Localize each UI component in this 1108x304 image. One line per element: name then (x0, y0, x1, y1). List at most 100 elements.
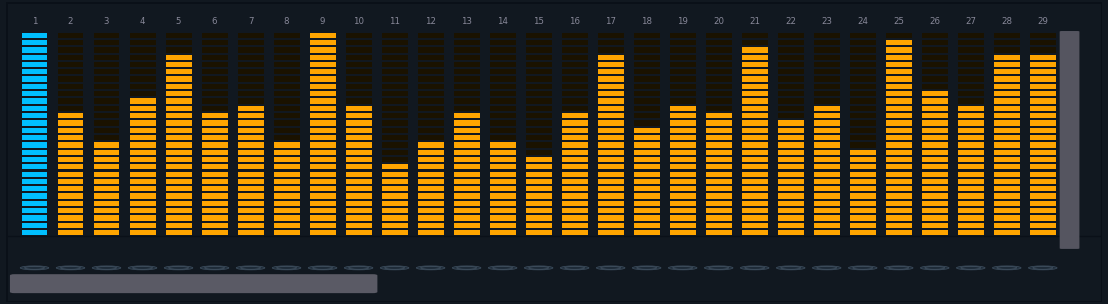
Bar (309, 98, 336, 104)
Bar (634, 208, 659, 213)
Ellipse shape (561, 266, 589, 270)
Bar (669, 171, 696, 177)
Bar (634, 106, 659, 111)
Bar (741, 150, 768, 155)
Bar (957, 62, 984, 67)
Bar (93, 223, 120, 228)
Bar (418, 142, 443, 147)
Bar (525, 193, 552, 199)
Bar (813, 150, 840, 155)
Text: 20: 20 (714, 17, 725, 26)
Bar (850, 193, 875, 199)
Bar (813, 84, 840, 89)
Bar (957, 47, 984, 53)
Bar (237, 171, 264, 177)
Bar (706, 54, 731, 60)
Bar (346, 179, 371, 184)
Bar (741, 77, 768, 82)
Bar (994, 84, 1019, 89)
Bar (381, 54, 408, 60)
Bar (1029, 33, 1056, 38)
Bar (93, 201, 120, 206)
Bar (130, 98, 155, 104)
Bar (202, 171, 227, 177)
Bar (669, 201, 696, 206)
Bar (58, 230, 83, 235)
Bar (562, 33, 587, 38)
Bar (21, 120, 48, 126)
Bar (669, 179, 696, 184)
Bar (490, 223, 515, 228)
Text: 9: 9 (320, 17, 326, 26)
Bar (490, 47, 515, 53)
Bar (202, 69, 227, 74)
Bar (741, 47, 768, 53)
Bar (885, 215, 912, 221)
Bar (58, 179, 83, 184)
Bar (850, 208, 875, 213)
Bar (418, 91, 443, 96)
Bar (885, 179, 912, 184)
Bar (237, 193, 264, 199)
Bar (922, 62, 947, 67)
Bar (274, 62, 299, 67)
Bar (274, 69, 299, 74)
Bar (309, 54, 336, 60)
Bar (562, 171, 587, 177)
Bar (490, 215, 515, 221)
Bar (21, 54, 48, 60)
Bar (813, 201, 840, 206)
Bar (778, 208, 803, 213)
Bar (165, 186, 192, 192)
Bar (525, 230, 552, 235)
Text: 26: 26 (930, 17, 941, 26)
Bar (93, 193, 120, 199)
Bar (490, 120, 515, 126)
Bar (274, 171, 299, 177)
Bar (597, 77, 624, 82)
Bar (237, 157, 264, 162)
Bar (21, 47, 48, 53)
Bar (850, 223, 875, 228)
Bar (706, 77, 731, 82)
Bar (850, 84, 875, 89)
Bar (562, 128, 587, 133)
Text: 16: 16 (570, 17, 581, 26)
Bar (922, 179, 947, 184)
Bar (274, 106, 299, 111)
Bar (525, 33, 552, 38)
Bar (21, 106, 48, 111)
Bar (525, 47, 552, 53)
Bar (93, 120, 120, 126)
Bar (274, 40, 299, 45)
Bar (346, 201, 371, 206)
Bar (994, 157, 1019, 162)
Bar (922, 91, 947, 96)
Bar (93, 179, 120, 184)
Ellipse shape (273, 266, 301, 270)
Ellipse shape (705, 266, 733, 270)
Bar (634, 113, 659, 118)
Bar (490, 54, 515, 60)
Bar (202, 33, 227, 38)
Bar (202, 208, 227, 213)
Bar (381, 84, 408, 89)
Bar (957, 54, 984, 60)
Bar (850, 230, 875, 235)
Bar (597, 142, 624, 147)
Bar (669, 91, 696, 96)
Bar (706, 215, 731, 221)
Bar (58, 106, 83, 111)
Bar (346, 106, 371, 111)
Bar (525, 150, 552, 155)
Bar (957, 193, 984, 199)
Bar (922, 201, 947, 206)
Text: 1: 1 (32, 17, 38, 26)
Text: 22: 22 (786, 17, 797, 26)
Bar (309, 84, 336, 89)
Bar (634, 77, 659, 82)
Bar (21, 201, 48, 206)
Bar (93, 91, 120, 96)
Bar (490, 128, 515, 133)
Text: 11: 11 (389, 17, 400, 26)
